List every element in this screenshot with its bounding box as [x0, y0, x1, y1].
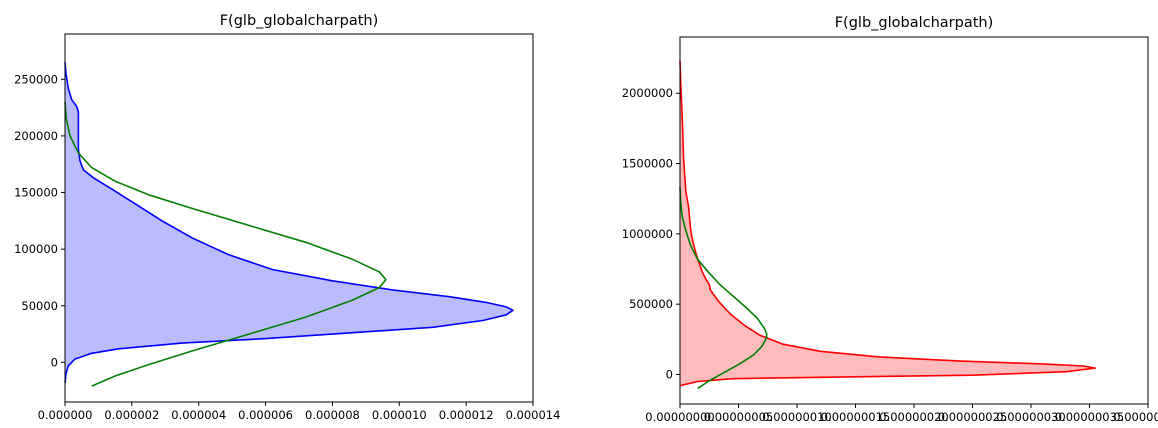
- chart-panel-left: F(glb_globalcharpath) 0.000000 0.000002 0.…: [14, 13, 560, 422]
- chart-title-right: F(glb_globalcharpath): [835, 15, 994, 31]
- x-tick-label: 0.000004: [171, 408, 226, 422]
- y-axis-ticks-left: 0 50000 100000 150000 200000 250000: [14, 72, 65, 369]
- density-fill-right: [680, 60, 1096, 386]
- chart-panel-right: F(glb_globalcharpath) 0.000000000.000000…: [622, 15, 1158, 424]
- density-fill-left: [65, 62, 513, 383]
- x-tick-label: 0.00000030: [996, 410, 1066, 424]
- density-line-left: [64, 62, 514, 383]
- y-tick-label: 100000: [14, 242, 58, 256]
- x-tick-label: 0.000002: [104, 408, 159, 422]
- x-tick-label: 0.00000015: [821, 410, 891, 424]
- y-tick-label: 1500000: [622, 157, 673, 171]
- y-axis-ticks-right: 0 500000 1000000 1500000 2000000: [622, 86, 680, 381]
- y-tick-label: 250000: [14, 72, 58, 86]
- x-tick-label: 0.000000: [38, 408, 93, 422]
- y-tick-label: 0: [666, 367, 673, 381]
- normal-fit-line-right: [679, 187, 768, 390]
- x-tick-label: 0.00000025: [938, 410, 1008, 424]
- marks-left: [64, 62, 514, 387]
- y-tick-label: 0: [51, 355, 58, 369]
- y-tick-label: 200000: [14, 129, 58, 143]
- x-tick-label: 0.00000020: [879, 410, 949, 424]
- x-tick-label: 0.00000035: [1055, 410, 1125, 424]
- y-tick-label: 150000: [14, 186, 58, 200]
- x-tick-label: 0.00000010: [762, 410, 832, 424]
- x-axis-ticks-right: 0.000000000.000000050.000000100.00000015…: [645, 404, 1158, 424]
- x-tick-label: 0.000010: [372, 408, 427, 422]
- marks-right: [679, 60, 1097, 390]
- x-tick-label: 0.000006: [238, 408, 293, 422]
- x-tick-label: 0.00000040: [1113, 410, 1158, 424]
- x-tick-label: 0.00000000: [645, 410, 715, 424]
- y-tick-label: 1000000: [622, 227, 673, 241]
- x-axis-ticks-left: 0.000000 0.000002 0.000004 0.000006 0.000008…: [38, 402, 561, 422]
- normal-fit-line-left: [64, 101, 387, 387]
- x-tick-label: 0.000008: [305, 408, 360, 422]
- y-tick-label: 50000: [21, 299, 58, 313]
- y-tick-label: 500000: [629, 297, 673, 311]
- x-tick-label: 0.000014: [506, 408, 561, 422]
- y-tick-label: 2000000: [622, 86, 673, 100]
- chart-title-left: F(glb_globalcharpath): [220, 13, 379, 29]
- x-tick-label: 0.000012: [439, 408, 494, 422]
- x-tick-label: 0.00000005: [704, 410, 774, 424]
- plot-frame-left: [64, 33, 534, 403]
- density-line-right: [679, 60, 1097, 387]
